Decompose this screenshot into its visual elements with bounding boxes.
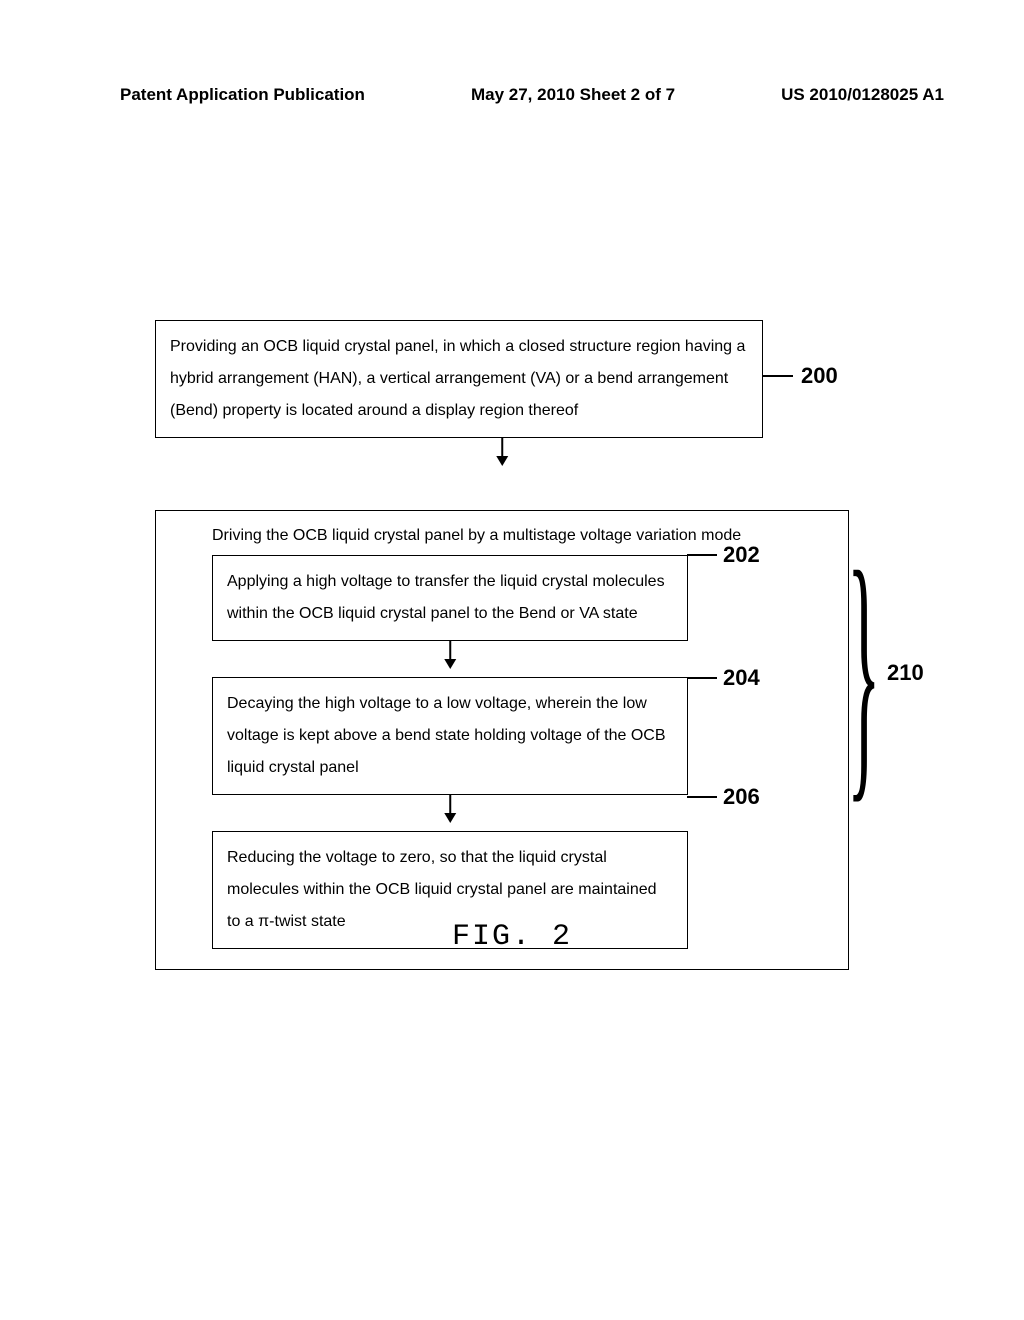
ref-connector-206 bbox=[687, 796, 717, 798]
arrow-204-to-206 bbox=[449, 795, 451, 821]
page-header: Patent Application Publication May 27, 2… bbox=[120, 85, 944, 105]
ref-connector-200 bbox=[763, 375, 793, 377]
header-center: May 27, 2010 Sheet 2 of 7 bbox=[471, 85, 675, 105]
flowchart: Providing an OCB liquid crystal panel, i… bbox=[155, 320, 905, 970]
brace-210: } bbox=[847, 530, 881, 810]
arrow-200-to-210 bbox=[501, 438, 503, 464]
flow-box-210: Driving the OCB liquid crystal panel by … bbox=[155, 510, 849, 970]
ref-label-206: 206 bbox=[723, 784, 760, 810]
flow-box-204-text: Decaying the high voltage to a low volta… bbox=[227, 695, 666, 776]
figure-caption: FIG. 2 bbox=[0, 920, 1024, 954]
ref-label-204: 204 bbox=[723, 665, 760, 691]
arrow-gap-2 bbox=[212, 641, 688, 677]
ref-label-200: 200 bbox=[801, 363, 838, 389]
flow-box-200-text: Providing an OCB liquid crystal panel, i… bbox=[170, 338, 745, 419]
ref-label-210: 210 bbox=[887, 660, 924, 686]
ref-connector-204 bbox=[687, 677, 717, 679]
header-right: US 2010/0128025 A1 bbox=[781, 85, 944, 105]
flow-box-202-text: Applying a high voltage to transfer the … bbox=[227, 573, 665, 622]
flow-box-204: Decaying the high voltage to a low volta… bbox=[212, 677, 688, 795]
flow-box-202: Applying a high voltage to transfer the … bbox=[212, 555, 688, 641]
arrow-gap-1 bbox=[155, 438, 763, 474]
arrow-202-to-204 bbox=[449, 641, 451, 667]
arrow-gap-3 bbox=[212, 795, 688, 831]
flow-box-206-text: Reducing the voltage to zero, so that th… bbox=[227, 849, 657, 930]
header-left: Patent Application Publication bbox=[120, 85, 365, 105]
ref-connector-202 bbox=[687, 554, 717, 556]
flow-box-200: Providing an OCB liquid crystal panel, i… bbox=[155, 320, 763, 438]
ref-label-202: 202 bbox=[723, 542, 760, 568]
